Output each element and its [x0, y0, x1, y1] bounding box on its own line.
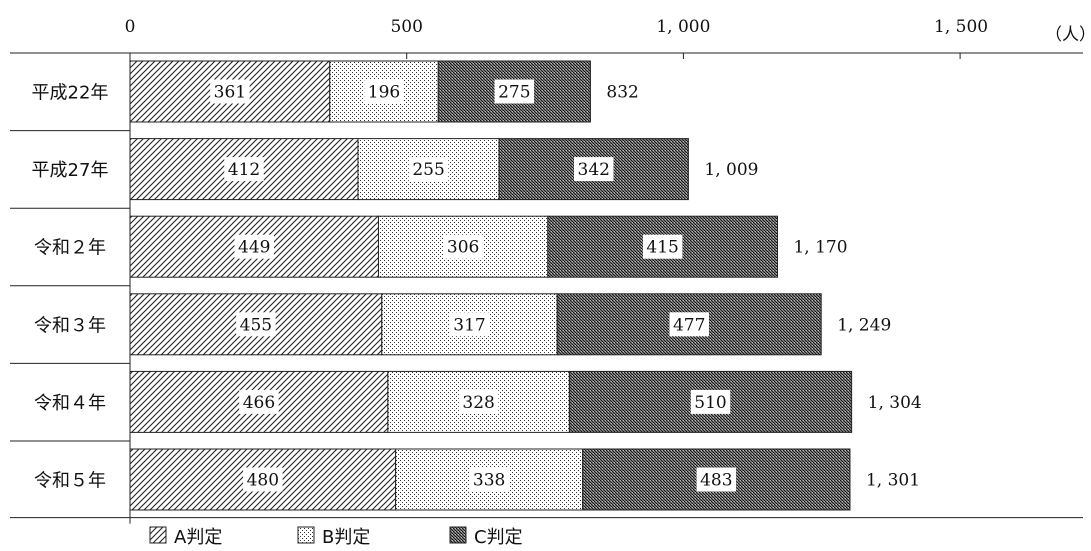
- value-label: 317: [453, 315, 485, 335]
- total-label: 1, 009: [704, 160, 758, 180]
- x-tick-label: 0: [125, 17, 136, 37]
- legend-swatch: [297, 526, 315, 544]
- value-label: 342: [578, 160, 610, 180]
- value-label: 275: [498, 83, 530, 103]
- category-label: 平成27年: [32, 160, 109, 181]
- legend-swatch: [449, 526, 467, 544]
- legend-swatch: [149, 526, 167, 544]
- value-label-bg: [239, 389, 279, 414]
- value-label-bg: [243, 467, 283, 492]
- value-label-bg: [443, 234, 483, 259]
- x-tick-label: 1, 000: [656, 17, 710, 37]
- legend-label: C判定: [474, 527, 523, 548]
- value-label-bg: [696, 467, 737, 492]
- total-label: 1, 249: [837, 315, 891, 335]
- total-label: 1, 170: [793, 238, 847, 258]
- value-label-bg: [458, 389, 499, 414]
- category-label: 平成22年: [32, 83, 109, 104]
- category-label: 令和４年: [34, 393, 106, 414]
- category-label: 令和３年: [34, 315, 106, 336]
- value-label: 196: [368, 83, 400, 103]
- value-label-bg: [690, 389, 731, 414]
- legend-label: A判定: [174, 527, 222, 548]
- value-label: 480: [247, 471, 279, 491]
- value-label-bg: [408, 157, 449, 182]
- value-label: 306: [447, 238, 479, 258]
- value-label: 483: [700, 471, 732, 491]
- value-label-bg: [573, 157, 614, 182]
- legend-label: B判定: [322, 527, 370, 548]
- total-label: 1, 304: [868, 393, 922, 413]
- value-label-bg: [236, 312, 276, 337]
- category-label: 令和２年: [34, 238, 106, 259]
- total-label: 832: [606, 83, 638, 103]
- value-label: 477: [673, 315, 705, 335]
- x-tick-label: 500: [390, 17, 422, 37]
- value-label: 338: [473, 471, 505, 491]
- value-label-bg: [234, 234, 274, 259]
- total-label: 1, 301: [866, 471, 920, 491]
- value-label-bg: [224, 157, 264, 182]
- x-axis-unit: （人）: [1045, 25, 1091, 45]
- value-label: 455: [240, 315, 272, 335]
- bars: 平成22年 361 196 275 832 平成27年 412 255 342 1, 009 令和２…: [10, 60, 922, 511]
- value-label-bg: [364, 79, 404, 104]
- value-label-bg: [494, 79, 535, 104]
- x-tick-label: 1, 500: [934, 17, 988, 37]
- legend: A判定 B判定 C判定: [149, 526, 523, 548]
- category-label: 令和５年: [34, 471, 106, 492]
- value-label-bg: [669, 312, 709, 337]
- value-label: 255: [412, 160, 444, 180]
- value-label-bg: [642, 234, 683, 259]
- value-label-bg: [210, 79, 250, 104]
- value-label: 328: [462, 393, 494, 413]
- value-label: 449: [238, 238, 270, 258]
- value-label: 412: [228, 160, 260, 180]
- value-label: 415: [646, 238, 678, 258]
- value-label: 510: [694, 393, 726, 413]
- value-label: 361: [214, 83, 246, 103]
- value-label-bg: [449, 312, 490, 337]
- value-label-bg: [469, 467, 509, 492]
- value-label: 466: [243, 393, 275, 413]
- x-axis: 0 500 1, 000 1, 500 （人）: [10, 17, 1091, 524]
